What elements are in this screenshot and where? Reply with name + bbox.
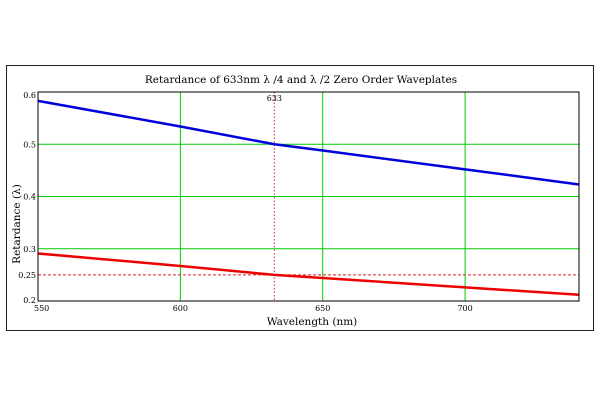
chart-frame: Retardance of 633nm λ /4 and λ /2 Zero O… [6,65,594,331]
series-line-0 [37,99,580,186]
reference-markers: 633 [38,92,579,301]
plot-area-border [37,91,580,302]
x-axis-label: Wavelength (nm) [267,316,358,328]
x-tick-label-3: 700 [457,304,472,313]
x-tick-label-0: 550 [34,304,49,313]
x-tick-label-2: 650 [315,304,330,313]
grid [38,92,579,301]
y-tick-label-5: 0.6 [23,91,36,100]
y-tick-label-1: 0.25 [18,271,36,280]
x-tick-label-1: 600 [173,304,188,313]
chart-svg: Retardance of 633nm λ /4 and λ /2 Zero O… [11,74,580,328]
series-line-1 [37,252,580,296]
chart-title: Retardance of 633nm λ /4 and λ /2 Zero O… [145,74,457,86]
y-tick-label-4: 0.5 [23,140,36,149]
series-group [37,99,580,296]
tick-labels: 550 600 650 700 0.2 0.25 0.3 0.4 0.5 0.6 [18,91,473,313]
y-tick-label-0: 0.2 [23,296,36,305]
y-tick-label-2: 0.3 [23,245,36,254]
y-tick-label-3: 0.4 [23,193,36,202]
vertical-marker-label: 633 [267,94,282,103]
y-axis-label: Retardance (λ) [11,184,23,264]
